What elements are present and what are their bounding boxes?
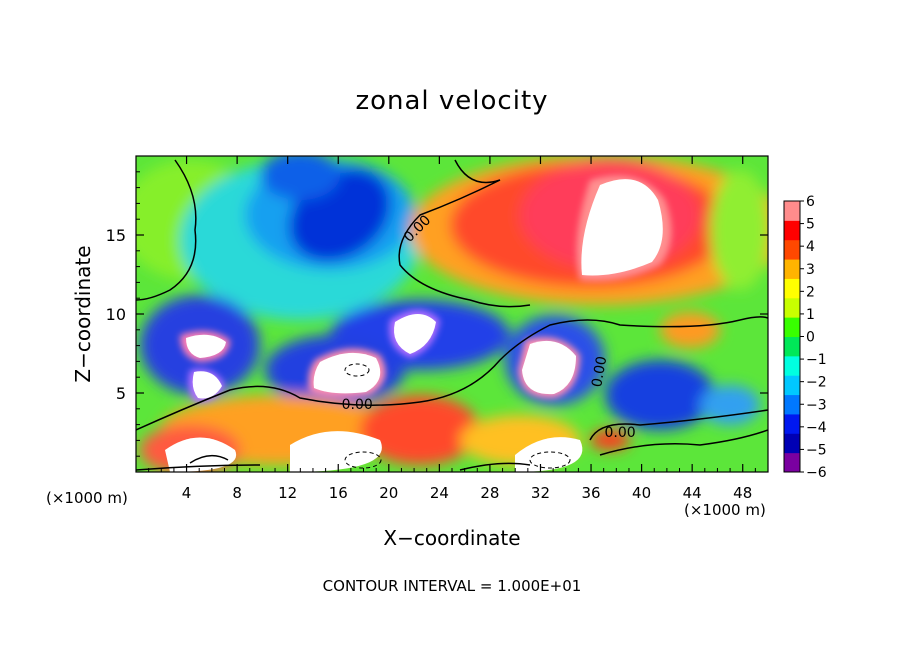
x-axis-title: X−coordinate <box>383 526 521 550</box>
x-tick-label: 4 <box>182 484 192 502</box>
x-scale-note-left: (×1000 m) <box>46 489 128 507</box>
colorbar-tick-label: 0 <box>806 330 815 346</box>
colorbar-swatch <box>784 413 800 434</box>
colorbar-tick-label: 6 <box>806 194 815 210</box>
velocity-field <box>136 156 768 472</box>
colorbar-tick-label: −4 <box>806 420 827 436</box>
x-tick-label: 12 <box>278 484 297 502</box>
colorbar-swatch <box>784 433 800 454</box>
x-tick-label: 44 <box>683 484 702 502</box>
colorbar-tick-label: 1 <box>806 307 815 323</box>
colorbar-swatch <box>784 239 800 260</box>
x-tick-label: 32 <box>531 484 550 502</box>
x-tick-label: 48 <box>733 484 752 502</box>
x-tick-label: 36 <box>581 484 600 502</box>
x-tick-label: 8 <box>232 484 242 502</box>
x-scale-note-right: (×1000 m) <box>684 501 766 519</box>
x-tick-label: 28 <box>480 484 499 502</box>
colorbar-swatch <box>784 355 800 376</box>
colorbar-swatch <box>784 220 800 241</box>
colorbar-tick-label: 5 <box>806 217 815 233</box>
colorbar-tick-label: 3 <box>806 262 815 278</box>
colorbar-tick-label: −1 <box>806 352 827 368</box>
colorbar-swatch <box>784 297 800 318</box>
colorbar-tick-label: −5 <box>806 442 827 458</box>
y-tick-label: 10 <box>106 305 126 324</box>
contour-interval-note: CONTOUR INTERVAL = 1.000E+01 <box>322 577 582 595</box>
x-tick-label: 24 <box>430 484 449 502</box>
y-tick-label: 15 <box>106 226 126 245</box>
colorbar-tick-label: −6 <box>806 465 827 481</box>
colorbar-tick-label: 4 <box>806 239 815 255</box>
x-tick-label: 20 <box>379 484 398 502</box>
y-axis: 5 10 15 <box>106 171 768 457</box>
x-axis: 4 8 12 16 20 24 28 32 36 40 44 48 <box>148 156 756 502</box>
colorbar-swatch <box>784 452 800 473</box>
colorbar-tick-label: −3 <box>806 397 827 413</box>
x-tick-label: 16 <box>329 484 348 502</box>
contour-label: 0.00 <box>589 355 610 388</box>
colorbar-swatch <box>784 375 800 396</box>
colorbar-swatch <box>784 259 800 279</box>
colorbar-swatch <box>784 394 800 415</box>
colorbar-swatch <box>784 278 800 299</box>
colorbar: 6 5 4 3 2 1 0 −1 −2 −3 −4 −5 −6 <box>783 194 827 481</box>
colorbar-swatch <box>784 336 800 357</box>
y-axis-title: Z−coordinate <box>71 245 95 383</box>
colorbar-tick-label: 2 <box>806 284 815 300</box>
colorbar-swatch <box>784 317 800 337</box>
contour-label: 0.00 <box>342 397 373 413</box>
contour-label: 0.00 <box>605 425 636 441</box>
x-tick-label: 40 <box>632 484 651 502</box>
colorbar-tick-label: −2 <box>806 375 827 391</box>
chart-title: zonal velocity <box>355 86 549 116</box>
colorbar-swatch <box>784 201 800 221</box>
y-tick-label: 5 <box>116 384 126 403</box>
